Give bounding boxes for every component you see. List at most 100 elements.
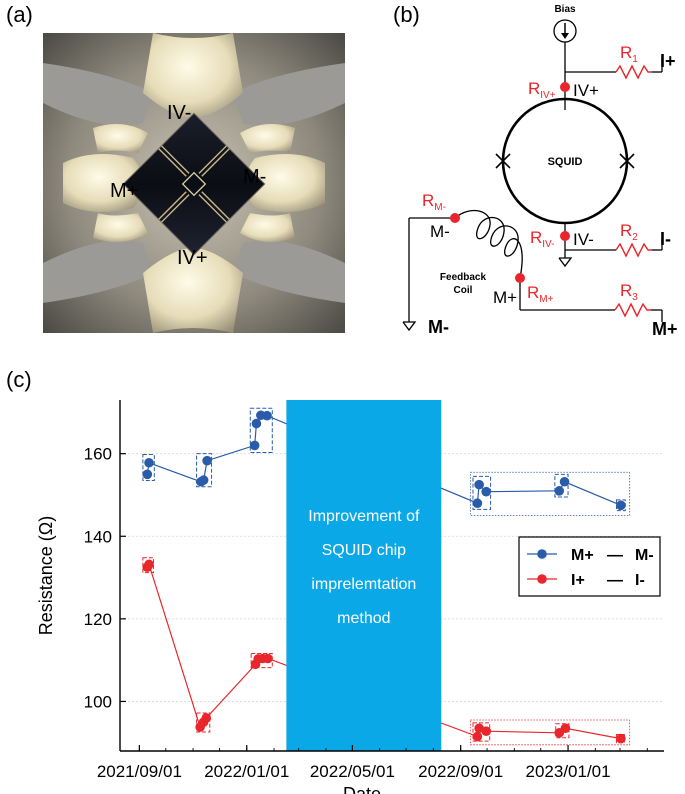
legend-label-b: I-	[635, 572, 645, 589]
terminal-i-plus: I+	[660, 51, 676, 71]
pad-top	[143, 33, 243, 118]
legend-label-a: I+	[571, 572, 585, 589]
bias-arrow-icon	[561, 23, 569, 39]
data-point	[472, 498, 483, 509]
group-box	[469, 719, 631, 746]
legend-dash: —	[607, 572, 623, 589]
data-point	[202, 455, 212, 466]
data-point	[616, 500, 626, 511]
y-axis-label: Resistance (Ω)	[36, 516, 56, 636]
data-point	[251, 418, 262, 429]
label-r2: R2	[620, 221, 638, 243]
legend-label-b: M-	[635, 547, 654, 564]
measurement-box	[249, 407, 273, 453]
legend: M+ — M- I+ — I-	[518, 536, 661, 597]
pad-left	[63, 154, 143, 212]
legend-dash: —	[607, 547, 623, 564]
data-point	[262, 410, 272, 421]
resistance-chart: Improvement of SQUID chip imprelemtation me…	[36, 400, 664, 794]
label-r-m-plus: RM+	[527, 283, 554, 305]
annotation-line: imprelemtation	[311, 576, 416, 593]
measurement-box	[142, 454, 155, 482]
contact-dot-iv-minus	[560, 231, 570, 241]
measurement-box	[196, 453, 213, 488]
terminal-m-minus: M-	[428, 317, 449, 337]
terminal-i-minus: I-	[660, 229, 671, 249]
data-point	[554, 486, 565, 496]
y-tick-label: 100	[84, 692, 112, 711]
contact-dot-m-plus	[515, 273, 525, 283]
holder-arm-top-left	[43, 63, 153, 126]
data-point	[481, 726, 491, 736]
photo-label-iv-minus: IV-	[167, 102, 191, 124]
data-point	[198, 475, 209, 485]
label-coil: Coil	[454, 285, 473, 296]
resistor-r3	[614, 302, 651, 318]
legend-box	[518, 536, 661, 597]
x-tick-label: 2022/01/01	[204, 762, 289, 781]
annotation-line: Improvement of	[308, 508, 420, 525]
pad-lower-left	[93, 213, 148, 242]
label-iv-minus: IV-	[573, 230, 594, 249]
pad-upper-right	[240, 124, 295, 153]
label-r-iv-minus: RIV-	[530, 228, 555, 250]
data-point	[249, 440, 260, 451]
legend-swatch-marker	[537, 549, 547, 559]
holder-arm-top-right	[233, 63, 345, 126]
label-r1: R1	[620, 43, 638, 65]
contact-dot-m-minus	[450, 213, 460, 223]
data-point	[616, 733, 626, 744]
data-point	[560, 723, 571, 734]
feedback-coil	[454, 209, 523, 279]
label-squid: SQUID	[548, 156, 583, 168]
photo-label-m-plus: M+	[110, 180, 138, 202]
label-r-m-minus: RM-	[422, 191, 446, 213]
pad-lower-right	[240, 213, 295, 242]
terminal-m-plus: M+	[652, 319, 678, 339]
axes-layer: 100 120 140 160 2021/09/01 2022/01/01 2022/05/…	[36, 400, 664, 794]
data-point	[142, 469, 153, 480]
series-i	[142, 559, 626, 744]
annotation-text: Improvement of SQUID chip imprelemtation me…	[308, 508, 420, 627]
annotation-line: method	[337, 610, 390, 627]
series-m	[142, 410, 626, 511]
y-tick-label: 120	[84, 610, 112, 629]
squid-chip	[122, 112, 266, 256]
annotation-block	[286, 400, 442, 751]
pad-upper-left	[93, 124, 148, 153]
label-m-plus-node: M+	[493, 288, 517, 307]
x-tick-label: 2021/09/01	[97, 762, 182, 781]
chip-center-loop	[181, 171, 207, 197]
data-point	[559, 476, 570, 487]
pad-bottom	[143, 248, 243, 333]
pad-right	[245, 154, 325, 212]
x-tick-label: 2023/01/01	[526, 762, 611, 781]
label-bias: Bias	[554, 4, 576, 15]
label-r-iv-plus: RIV+	[528, 79, 556, 101]
x-tick-label: 2022/09/01	[418, 762, 503, 781]
x-axis-label: Date	[343, 784, 381, 794]
data-point	[263, 653, 273, 664]
measurement-box	[142, 557, 154, 574]
ground-symbol	[558, 257, 573, 268]
measurement-box	[250, 653, 273, 669]
holder-arm-bottom-right	[233, 240, 345, 303]
legend-swatch-marker	[537, 574, 547, 584]
label-r3: R3	[620, 281, 638, 303]
panel-label-c: (c)	[6, 367, 32, 392]
x-tick-label: 2022/05/01	[310, 762, 395, 781]
label-feedback: Feedback	[440, 272, 487, 283]
resistor-r2	[615, 242, 652, 258]
josephson-junction-left	[495, 153, 511, 169]
chip-photo: IV- M+ M- IV+	[43, 33, 345, 333]
holder-arm-bottom-left	[43, 240, 153, 303]
data-point	[481, 486, 491, 497]
photo-label-m-minus: M-	[243, 166, 266, 188]
data-point	[144, 559, 154, 570]
y-tick-label: 140	[84, 527, 112, 546]
josephson-junction-right	[619, 153, 635, 169]
resistor-r1	[615, 64, 652, 80]
group-box	[469, 471, 631, 517]
contact-dot-iv-plus	[560, 82, 570, 92]
panel-label-a: (a)	[6, 2, 33, 27]
